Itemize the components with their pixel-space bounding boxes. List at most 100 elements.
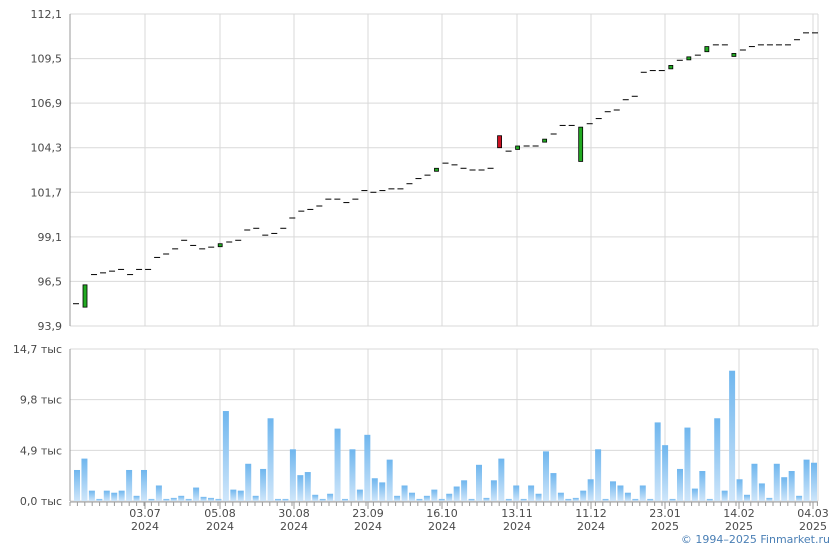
volume-bar <box>773 463 780 501</box>
x-axis: 03.07202405.08202430.08202423.09202416.1… <box>69 501 829 533</box>
volume-bar <box>409 492 415 501</box>
x-tick-date: 14.02 <box>723 507 755 520</box>
candle <box>82 284 88 308</box>
candle <box>497 135 502 149</box>
volume-bar <box>781 477 788 501</box>
x-tick-year: 2025 <box>725 520 753 533</box>
volume-bar <box>200 496 207 501</box>
x-tick-year: 2025 <box>651 520 679 533</box>
volume-bar <box>595 449 602 501</box>
volume-bar <box>133 495 140 501</box>
volume-bar <box>744 494 750 501</box>
volume-bar <box>423 495 430 501</box>
volume-bar <box>677 468 683 501</box>
candle <box>515 145 520 150</box>
volume-bar <box>304 472 311 501</box>
x-tick-date: 30.08 <box>278 507 310 520</box>
x-tick-year: 2024 <box>131 520 159 533</box>
candle <box>578 126 584 162</box>
x-tick-year: 2024 <box>428 520 456 533</box>
volume-bar <box>453 486 460 501</box>
price-tick-label: 106,9 <box>31 97 63 110</box>
volume-bar <box>222 411 229 501</box>
price-tick-label: 101,7 <box>31 186 63 199</box>
volume-bar <box>215 498 222 501</box>
volume-bar <box>401 485 408 501</box>
volume-bar <box>520 498 527 501</box>
volume-bar <box>319 498 326 501</box>
x-tick-year: 2024 <box>280 520 308 533</box>
price-tick-label: 93,9 <box>38 320 63 333</box>
volume-bar <box>371 478 378 501</box>
volume-bar <box>543 451 549 501</box>
volume-bar <box>178 495 185 501</box>
x-tick-date: 23.09 <box>352 507 384 520</box>
volume-bar <box>379 482 386 501</box>
volume-bar <box>714 418 721 501</box>
volume-bar <box>81 458 88 501</box>
price-tick-label: 109,5 <box>31 53 63 66</box>
volume-bar <box>811 462 817 501</box>
volume-bar <box>170 497 177 501</box>
volume-bar <box>386 459 393 501</box>
volume-bar <box>118 490 125 501</box>
price-tick-label: 104,3 <box>31 142 63 155</box>
volume-bar <box>431 489 438 501</box>
volume-bar <box>587 479 594 501</box>
volume-bar <box>245 463 252 501</box>
volume-bar <box>580 490 587 501</box>
price-tick-label: 96,5 <box>38 275 63 288</box>
volume-bar <box>446 493 453 501</box>
volume-bar <box>252 495 259 501</box>
volume-bar <box>490 480 497 501</box>
copyright-label: © 1994–2025 Finmarket.ru <box>680 533 830 546</box>
x-tick-year: 2024 <box>577 520 605 533</box>
volume-bar <box>356 489 363 501</box>
candle <box>731 53 737 57</box>
candle <box>434 167 439 172</box>
volume-bar <box>751 463 758 501</box>
volume-bar <box>349 449 356 501</box>
volume-bar <box>141 469 147 501</box>
volume-bar <box>438 498 445 501</box>
volume-bar <box>513 485 520 501</box>
x-tick-date: 23.01 <box>649 507 681 520</box>
volume-bar <box>267 418 274 501</box>
volume-bar <box>230 489 237 501</box>
volume-tick-label: 4,9 тыс <box>20 444 62 457</box>
candle <box>542 138 548 143</box>
x-tick-date: 04.03 <box>797 507 829 520</box>
volume-bar <box>602 498 609 501</box>
volume-bar <box>498 458 505 501</box>
volume-bar <box>654 422 661 501</box>
volume-bar <box>342 498 348 501</box>
volume-bar <box>476 464 482 501</box>
volume-bar <box>155 485 162 501</box>
candle <box>686 56 692 61</box>
volume-bar <box>208 497 214 501</box>
volume-bar <box>557 492 564 501</box>
volume-bar <box>729 370 736 501</box>
volume-bar <box>74 469 80 501</box>
x-tick-year: 2025 <box>799 520 827 533</box>
price-tick-label: 112,1 <box>31 8 63 21</box>
volume-bar <box>572 497 579 501</box>
volume-tick-label: 14,7 тыс <box>13 343 62 356</box>
volume-bar <box>103 490 110 501</box>
volume-bar <box>691 488 698 501</box>
volume-bar <box>260 468 267 501</box>
volume-bar <box>193 487 200 501</box>
volume-bar <box>289 449 296 501</box>
candle <box>668 65 674 70</box>
volume-bar <box>111 492 118 501</box>
volume-bar <box>163 498 170 501</box>
volume-bar <box>647 498 654 501</box>
volume-bar <box>565 498 572 501</box>
volume-bar <box>282 498 289 501</box>
volume-bar <box>684 427 691 501</box>
volume-bar <box>416 498 423 501</box>
x-tick-date: 13.11 <box>501 507 533 520</box>
x-tick-year: 2024 <box>503 520 531 533</box>
volume-bar <box>312 494 319 501</box>
price-tick-label: 99,1 <box>38 231 63 244</box>
